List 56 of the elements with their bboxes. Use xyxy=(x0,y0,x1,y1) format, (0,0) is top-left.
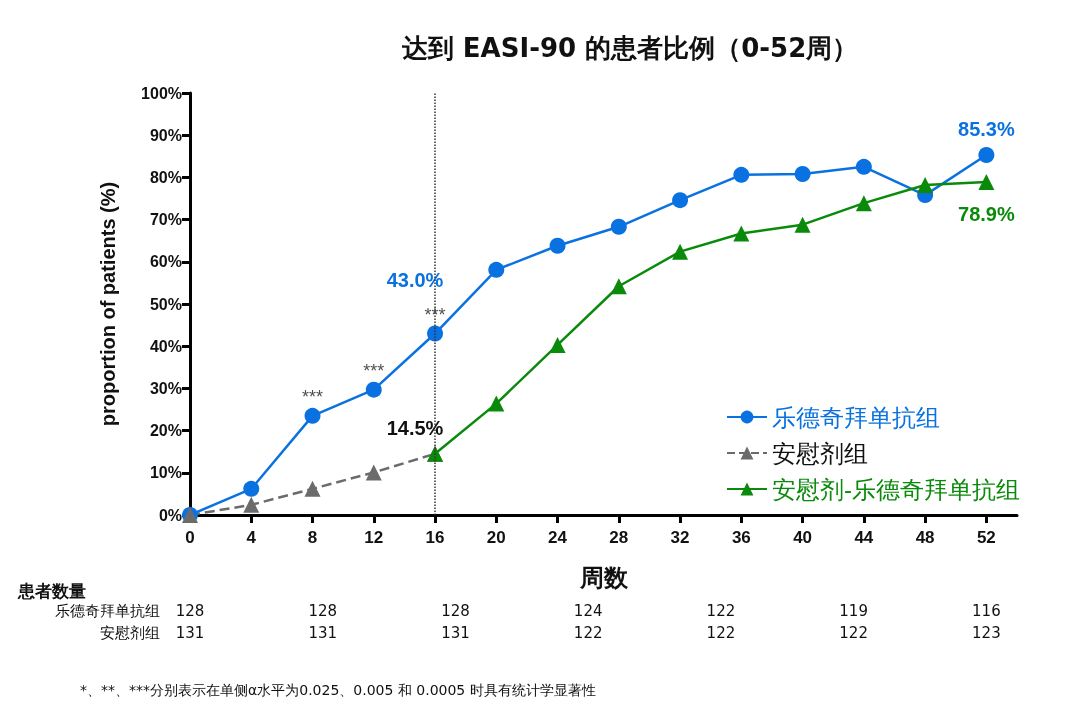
x-axis-title: 周数 xyxy=(578,563,629,591)
x-tick-label: 4 xyxy=(246,528,257,547)
x-tick-label: 28 xyxy=(609,528,629,547)
text: 患者数量 xyxy=(18,580,86,603)
annotation: *** xyxy=(302,386,324,407)
text: 122 xyxy=(839,624,868,642)
data-label: 78.9% xyxy=(958,203,1015,226)
data-label: 14.5% xyxy=(386,416,444,439)
x-tick-label: 20 xyxy=(486,528,506,547)
text: 119 xyxy=(839,602,868,620)
x-tick-label: 36 xyxy=(731,528,751,547)
text: 安慰剂组 xyxy=(100,624,160,643)
text: 122 xyxy=(706,624,736,642)
y-tick-label: 60% xyxy=(149,253,182,271)
text: 128 xyxy=(308,602,338,620)
y-tick-label: 50% xyxy=(149,295,182,313)
x-tick-label: 0 xyxy=(185,528,195,547)
y-tick-label: 100% xyxy=(141,84,182,102)
y-tick-label: 30% xyxy=(149,379,182,397)
x-tick-label: 44 xyxy=(854,528,874,547)
x-tick-label: 16 xyxy=(425,528,445,547)
text: 123 xyxy=(972,624,1001,642)
y-tick-label: 20% xyxy=(149,422,182,440)
text: 124 xyxy=(573,602,603,620)
y-tick-label: 40% xyxy=(149,337,182,355)
y-tick-label: 10% xyxy=(149,464,182,482)
text: 131 xyxy=(175,624,205,642)
y-tick-label: 80% xyxy=(149,168,182,186)
x-tick-label: 32 xyxy=(670,528,690,547)
annotation: *** xyxy=(363,360,385,381)
y-axis-title: proportion of patients (%) xyxy=(97,181,119,427)
legend-label: 乐德奇拜单抗组 xyxy=(772,403,941,431)
text: 122 xyxy=(573,624,603,642)
text: 128 xyxy=(175,602,205,620)
x-tick-label: 12 xyxy=(364,528,384,547)
y-tick-label: 90% xyxy=(149,126,182,144)
text: 乐德奇拜单抗组 xyxy=(55,602,160,621)
chart-title: 达到 EASI-90 的患者比例（0-52周） xyxy=(400,33,859,63)
y-tick-label: 70% xyxy=(149,211,182,229)
x-tick-label: 8 xyxy=(307,528,318,547)
x-tick-label: 48 xyxy=(915,528,935,547)
legend-label: 安慰剂组 xyxy=(772,439,869,467)
text: 131 xyxy=(441,624,470,642)
text: 116 xyxy=(972,602,1001,620)
text: *、**、***分别表示在单侧α水平为0.025、0.005 和 0.0005 时具有统计学显著性 xyxy=(80,682,596,700)
y-tick-label: 0% xyxy=(158,506,182,524)
x-tick-label: 52 xyxy=(976,528,996,547)
annotation: *** xyxy=(424,304,446,325)
data-label: 43.0% xyxy=(386,268,444,291)
legend-label: 安慰剂-乐德奇拜单抗组 xyxy=(772,475,1021,503)
x-tick-label: 24 xyxy=(548,528,568,547)
text: 122 xyxy=(706,602,736,620)
data-label: 85.3% xyxy=(958,118,1015,141)
text: 131 xyxy=(308,624,338,642)
x-tick-label: 40 xyxy=(793,528,813,547)
text: 128 xyxy=(441,602,470,620)
